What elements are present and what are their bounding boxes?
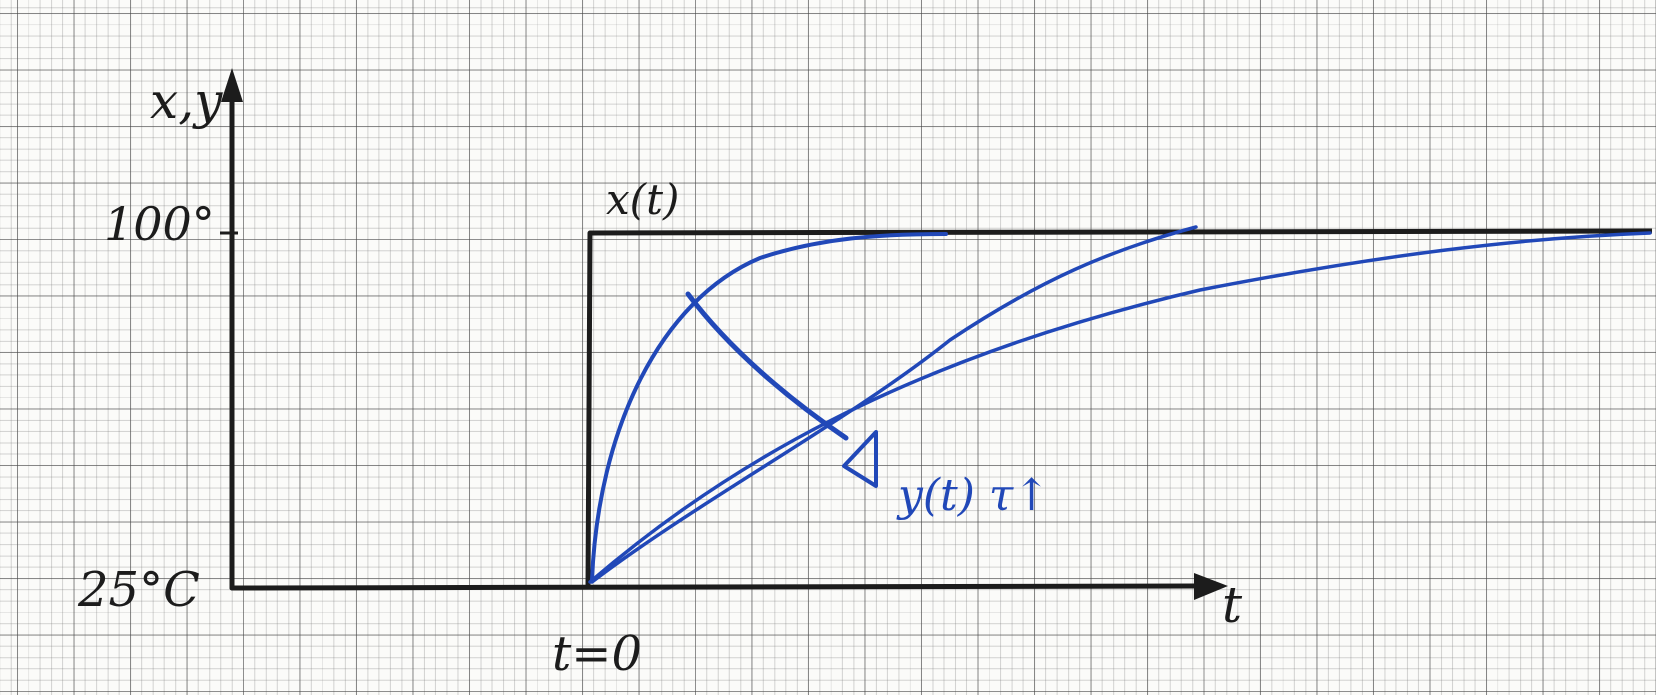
response-curve-tau-medium: [590, 225, 1198, 584]
y-axis-label: x,y: [150, 72, 223, 130]
y-axis-arrowhead: [221, 68, 243, 102]
response-curve-tau-large: [588, 231, 1652, 584]
y-high-label: 100°: [104, 197, 215, 251]
x-axis-arrowhead: [1194, 573, 1228, 600]
tau-increase-arrow: [685, 291, 849, 441]
x-axis-label: t: [1222, 576, 1243, 634]
response-curve-tau-small: [590, 232, 948, 582]
input-signal-label: x(t): [606, 175, 679, 224]
step-input-line: [585, 228, 1653, 589]
y-low-label: 25°C: [77, 562, 200, 618]
tau-arrowhead-icon: [842, 430, 878, 488]
output-signal-label: y(t) τ↑: [896, 470, 1050, 521]
t-origin-label: t=0: [552, 626, 642, 682]
x-axis-line: [229, 583, 1201, 591]
